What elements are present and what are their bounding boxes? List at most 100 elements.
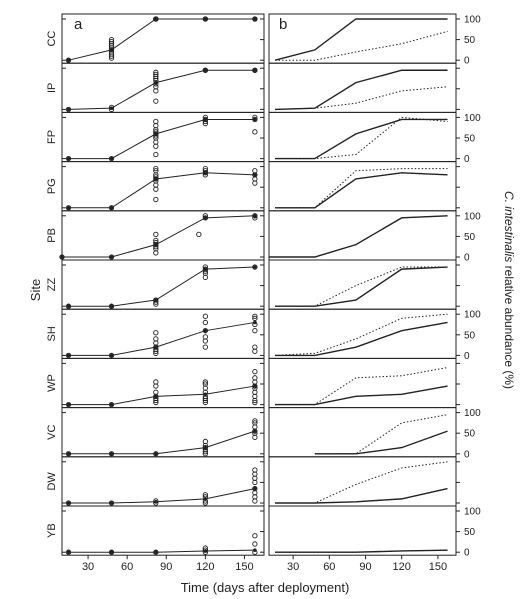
data-point (153, 549, 159, 555)
data-point (252, 375, 258, 381)
data-point (202, 344, 209, 350)
mean-point (109, 353, 114, 358)
data-point (202, 116, 209, 123)
site-row-ip: IP (46, 62, 460, 113)
b-y-tick-label: 50 (464, 232, 476, 243)
data-point (252, 313, 258, 319)
data-point (153, 196, 159, 203)
solid-series-line (275, 172, 448, 209)
site-row-vc: VC 0 50 100 (46, 407, 481, 460)
data-point (153, 379, 159, 385)
solid-series-line (275, 69, 448, 111)
b-y-tick-label: 50 (464, 330, 476, 341)
data-point (202, 334, 209, 340)
data-point (202, 264, 209, 270)
b-y-tick-label: 50 (464, 527, 476, 538)
data-point (153, 299, 159, 305)
data-point (252, 129, 258, 135)
site-label: WP (46, 374, 58, 392)
panel-a-letter: a (74, 16, 83, 33)
data-point (153, 71, 159, 78)
data-point (252, 328, 258, 334)
data-point (153, 239, 159, 246)
x-tick-label: 30 (82, 561, 94, 573)
solid-series-line (275, 118, 448, 160)
data-point (108, 549, 115, 555)
data-point (108, 36, 115, 43)
data-point (153, 166, 159, 172)
data-point (202, 444, 209, 451)
data-point (108, 401, 115, 408)
mean-point (203, 328, 208, 333)
data-point (252, 399, 258, 406)
data-point (202, 319, 209, 326)
dotted-series-line (275, 313, 448, 356)
dotted-series-line (269, 215, 448, 258)
data-point (108, 451, 115, 457)
data-point (252, 116, 258, 123)
data-point (153, 336, 159, 342)
b-y-tick-label: 50 (464, 429, 476, 440)
data-point (252, 16, 258, 22)
mean-line (68, 18, 255, 61)
panel-a-frame (61, 357, 265, 409)
mean-line (68, 549, 255, 553)
solid-series-line (269, 215, 448, 258)
data-point (65, 451, 72, 457)
mean-point (203, 17, 208, 21)
mean-point (109, 452, 114, 456)
site-label: IP (46, 83, 58, 93)
data-point (108, 155, 115, 162)
data-point (202, 547, 209, 553)
x-tick-label: 90 (160, 561, 172, 573)
data-point (153, 168, 159, 174)
y-axis-label-left: Site (28, 279, 43, 301)
mean-point (66, 107, 71, 112)
mean-line (68, 118, 255, 160)
data-point (252, 549, 258, 555)
data-point (108, 106, 115, 113)
data-point (202, 492, 209, 498)
mean-point (66, 304, 71, 309)
mean-point (154, 452, 158, 456)
mean-point (203, 68, 208, 73)
mean-point (109, 304, 114, 309)
x-tick-label: 150 (429, 561, 447, 573)
data-point (252, 67, 258, 73)
b-y-tick-label: 0 (464, 56, 470, 67)
b-y-tick-label: 0 (464, 548, 470, 559)
mean-point (109, 402, 114, 407)
site-row-fp: FP 0 50 100 (46, 111, 481, 165)
data-point (252, 264, 258, 270)
data-point (252, 215, 258, 221)
site-label: CC (46, 31, 58, 47)
dotted-series-line (275, 461, 448, 504)
x-tick-label: 90 (359, 561, 371, 573)
data-point (153, 174, 159, 180)
panel-b-frame (268, 505, 457, 556)
data-point (202, 168, 209, 174)
y-axis-label-right: C. intestinalis relative abundance (%) (502, 191, 516, 389)
site-row-zz: ZZ (46, 259, 460, 310)
panel-b-frame (268, 456, 457, 507)
data-point (65, 401, 72, 408)
panel-b-frame (268, 308, 457, 359)
data-point (65, 500, 72, 506)
mean-point (60, 255, 64, 259)
site-label: DW (46, 472, 58, 491)
panel-a-frame (61, 407, 265, 458)
data-point (153, 498, 159, 504)
dotted-series-line (275, 116, 448, 160)
data-point (202, 328, 209, 334)
data-point (108, 254, 115, 260)
b-y-tick-label: 50 (464, 35, 476, 46)
data-point (202, 438, 209, 445)
data-point (153, 389, 159, 395)
panel-a-frame (61, 161, 265, 212)
panels: CC 0 50 100 IP FP 0 50 100 PG PB 0 50 100 ZZ SH 0 50 100 WP… (46, 13, 481, 573)
x-tick-label: 120 (196, 561, 214, 573)
data-point (153, 98, 159, 104)
data-point (65, 57, 72, 63)
data-point (202, 266, 209, 272)
site-row-pg: PG (46, 161, 460, 212)
